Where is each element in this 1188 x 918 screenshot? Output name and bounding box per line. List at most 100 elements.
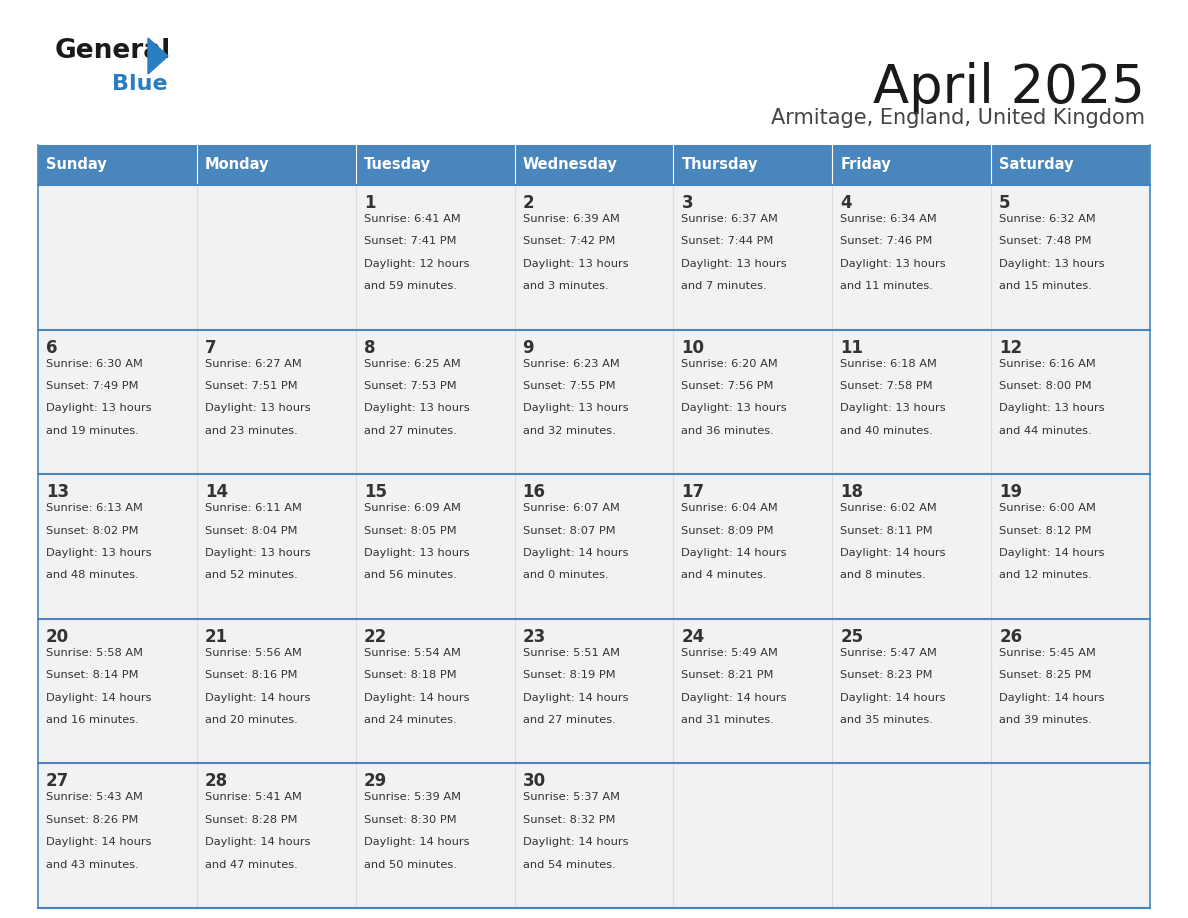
Bar bbox=[833, 764, 991, 908]
Text: Sunset: 7:49 PM: Sunset: 7:49 PM bbox=[46, 381, 139, 391]
Text: General: General bbox=[55, 38, 171, 64]
Bar bbox=[355, 145, 514, 185]
Text: Sunset: 7:53 PM: Sunset: 7:53 PM bbox=[364, 381, 456, 391]
Text: 29: 29 bbox=[364, 772, 387, 790]
Text: Daylight: 14 hours: Daylight: 14 hours bbox=[204, 837, 310, 847]
Text: and 0 minutes.: and 0 minutes. bbox=[523, 570, 608, 580]
Text: Daylight: 13 hours: Daylight: 13 hours bbox=[523, 259, 628, 269]
Bar bbox=[38, 185, 197, 330]
Bar bbox=[514, 185, 674, 330]
Text: Sunrise: 5:56 AM: Sunrise: 5:56 AM bbox=[204, 648, 302, 658]
Text: Daylight: 13 hours: Daylight: 13 hours bbox=[840, 403, 946, 413]
Text: Sunset: 8:21 PM: Sunset: 8:21 PM bbox=[682, 670, 773, 680]
Text: and 44 minutes.: and 44 minutes. bbox=[999, 426, 1092, 436]
Text: and 23 minutes.: and 23 minutes. bbox=[204, 426, 298, 436]
Text: Daylight: 13 hours: Daylight: 13 hours bbox=[999, 259, 1105, 269]
Text: Sunrise: 5:37 AM: Sunrise: 5:37 AM bbox=[523, 792, 620, 802]
Bar bbox=[674, 145, 833, 185]
Text: and 40 minutes.: and 40 minutes. bbox=[840, 426, 933, 436]
Text: Sunrise: 6:34 AM: Sunrise: 6:34 AM bbox=[840, 214, 937, 224]
Text: Sunset: 7:51 PM: Sunset: 7:51 PM bbox=[204, 381, 297, 391]
Text: Daylight: 14 hours: Daylight: 14 hours bbox=[999, 548, 1105, 558]
Text: Blue: Blue bbox=[112, 74, 168, 94]
Text: Sunrise: 5:39 AM: Sunrise: 5:39 AM bbox=[364, 792, 461, 802]
Text: 14: 14 bbox=[204, 483, 228, 501]
Bar bbox=[991, 145, 1150, 185]
Text: Sunrise: 6:25 AM: Sunrise: 6:25 AM bbox=[364, 359, 461, 369]
Text: 18: 18 bbox=[840, 483, 864, 501]
Text: and 43 minutes.: and 43 minutes. bbox=[46, 859, 139, 869]
Text: Sunrise: 5:54 AM: Sunrise: 5:54 AM bbox=[364, 648, 461, 658]
Text: Sunrise: 6:16 AM: Sunrise: 6:16 AM bbox=[999, 359, 1095, 369]
Text: Sunrise: 5:45 AM: Sunrise: 5:45 AM bbox=[999, 648, 1097, 658]
Text: Sunset: 7:56 PM: Sunset: 7:56 PM bbox=[682, 381, 773, 391]
Text: Daylight: 12 hours: Daylight: 12 hours bbox=[364, 259, 469, 269]
Text: 22: 22 bbox=[364, 628, 387, 645]
Text: Thursday: Thursday bbox=[682, 158, 758, 173]
Polygon shape bbox=[148, 38, 168, 74]
Text: Sunset: 8:28 PM: Sunset: 8:28 PM bbox=[204, 815, 297, 824]
Text: Sunset: 8:14 PM: Sunset: 8:14 PM bbox=[46, 670, 139, 680]
Text: 8: 8 bbox=[364, 339, 375, 356]
Bar bbox=[514, 330, 674, 475]
Bar bbox=[38, 475, 197, 619]
Text: and 12 minutes.: and 12 minutes. bbox=[999, 570, 1092, 580]
Text: 11: 11 bbox=[840, 339, 864, 356]
Text: Sunrise: 6:39 AM: Sunrise: 6:39 AM bbox=[523, 214, 619, 224]
Bar bbox=[197, 185, 355, 330]
Text: Sunset: 8:04 PM: Sunset: 8:04 PM bbox=[204, 526, 297, 535]
Text: Sunset: 7:41 PM: Sunset: 7:41 PM bbox=[364, 237, 456, 246]
Text: Sunrise: 6:32 AM: Sunrise: 6:32 AM bbox=[999, 214, 1095, 224]
Bar bbox=[38, 619, 197, 764]
Bar bbox=[355, 619, 514, 764]
Text: 20: 20 bbox=[46, 628, 69, 645]
Text: Daylight: 13 hours: Daylight: 13 hours bbox=[999, 403, 1105, 413]
Text: Sunset: 8:05 PM: Sunset: 8:05 PM bbox=[364, 526, 456, 535]
Bar bbox=[991, 764, 1150, 908]
Text: Daylight: 14 hours: Daylight: 14 hours bbox=[523, 692, 628, 702]
Text: Daylight: 13 hours: Daylight: 13 hours bbox=[46, 548, 152, 558]
Text: Sunset: 8:30 PM: Sunset: 8:30 PM bbox=[364, 815, 456, 824]
Text: Daylight: 13 hours: Daylight: 13 hours bbox=[682, 259, 788, 269]
Text: Sunrise: 5:49 AM: Sunrise: 5:49 AM bbox=[682, 648, 778, 658]
Text: Sunrise: 6:20 AM: Sunrise: 6:20 AM bbox=[682, 359, 778, 369]
Bar bbox=[514, 475, 674, 619]
Text: Daylight: 14 hours: Daylight: 14 hours bbox=[523, 837, 628, 847]
Text: and 52 minutes.: and 52 minutes. bbox=[204, 570, 298, 580]
Text: Daylight: 14 hours: Daylight: 14 hours bbox=[523, 548, 628, 558]
Text: 13: 13 bbox=[46, 483, 69, 501]
Text: Sunset: 7:46 PM: Sunset: 7:46 PM bbox=[840, 237, 933, 246]
Bar bbox=[38, 764, 197, 908]
Text: Daylight: 14 hours: Daylight: 14 hours bbox=[682, 548, 786, 558]
Bar bbox=[674, 619, 833, 764]
Bar bbox=[833, 475, 991, 619]
Text: Daylight: 14 hours: Daylight: 14 hours bbox=[840, 548, 946, 558]
Bar bbox=[991, 185, 1150, 330]
Text: and 36 minutes.: and 36 minutes. bbox=[682, 426, 775, 436]
Text: Daylight: 14 hours: Daylight: 14 hours bbox=[46, 692, 152, 702]
Text: Daylight: 14 hours: Daylight: 14 hours bbox=[840, 692, 946, 702]
Bar bbox=[991, 619, 1150, 764]
Text: and 27 minutes.: and 27 minutes. bbox=[364, 426, 456, 436]
Text: and 4 minutes.: and 4 minutes. bbox=[682, 570, 767, 580]
Text: Sunset: 8:32 PM: Sunset: 8:32 PM bbox=[523, 815, 615, 824]
Bar bbox=[514, 145, 674, 185]
Bar bbox=[355, 475, 514, 619]
Text: 27: 27 bbox=[46, 772, 69, 790]
Text: Daylight: 14 hours: Daylight: 14 hours bbox=[999, 692, 1105, 702]
Text: Sunset: 8:26 PM: Sunset: 8:26 PM bbox=[46, 815, 138, 824]
Text: Sunrise: 5:43 AM: Sunrise: 5:43 AM bbox=[46, 792, 143, 802]
Bar bbox=[674, 475, 833, 619]
Text: Daylight: 13 hours: Daylight: 13 hours bbox=[840, 259, 946, 269]
Text: Sunset: 8:00 PM: Sunset: 8:00 PM bbox=[999, 381, 1092, 391]
Bar bbox=[674, 330, 833, 475]
Bar bbox=[991, 330, 1150, 475]
Text: 25: 25 bbox=[840, 628, 864, 645]
Bar bbox=[197, 619, 355, 764]
Text: Sunrise: 5:58 AM: Sunrise: 5:58 AM bbox=[46, 648, 143, 658]
Text: 16: 16 bbox=[523, 483, 545, 501]
Text: and 16 minutes.: and 16 minutes. bbox=[46, 715, 139, 725]
Text: Sunrise: 6:00 AM: Sunrise: 6:00 AM bbox=[999, 503, 1097, 513]
Text: and 54 minutes.: and 54 minutes. bbox=[523, 859, 615, 869]
Text: Daylight: 14 hours: Daylight: 14 hours bbox=[364, 837, 469, 847]
